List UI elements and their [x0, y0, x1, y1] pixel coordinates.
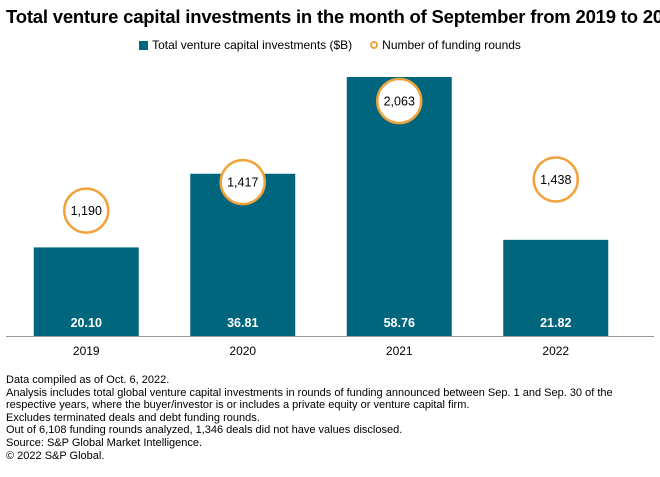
footnote-analysis: Analysis includes total global venture c…: [6, 386, 613, 412]
footnotes: Data compiled as of Oct. 6, 2022. Analys…: [6, 374, 656, 462]
bar-2019: [33, 247, 139, 336]
x-tick-label-2021: 2021: [386, 344, 413, 358]
rounds-label-2019: 1,190: [71, 204, 102, 218]
rounds-label-2020: 1,417: [227, 176, 258, 190]
footnote-copyright: © 2022 S&P Global.: [6, 449, 105, 462]
legend: Total venture capital investments ($B) N…: [0, 38, 660, 52]
rounds-marker-2019: [63, 187, 110, 234]
rounds-marker-2022: [532, 156, 579, 203]
bar-chart: 20.10 1,190 2019 36.81 1,417 2020 58.76 2,063 20…: [6, 77, 654, 358]
x-tick-label-2019: 2019: [73, 344, 100, 358]
bar-value-label-2022: 21.82: [540, 316, 571, 330]
rounds-label-2021: 2,063: [384, 95, 415, 109]
bar-value-label-2021: 58.76: [384, 316, 415, 330]
bar-value-label-2019: 20.10: [71, 316, 102, 330]
rounds-marker-2021: [376, 77, 423, 125]
footnote-compiled: Data compiled as of Oct. 6, 2022.: [6, 374, 170, 386]
footnote-excludes: Excludes terminated deals and debt fundi…: [6, 411, 260, 424]
x-tick-label-2020: 2020: [229, 344, 256, 358]
legend-label-investments: Total venture capital investments ($B): [152, 38, 353, 52]
legend-item-investments: Total venture capital investments ($B): [139, 38, 352, 52]
bar-2022: [503, 239, 609, 336]
legend-item-rounds: Number of funding rounds: [370, 38, 521, 52]
x-tick-label-2022: 2022: [542, 344, 569, 358]
rounds-marker-2020: [219, 158, 266, 206]
chart-title: Total venture capital investments in the…: [6, 6, 660, 27]
rounds-label-2022: 1,438: [540, 173, 571, 187]
legend-label-rounds: Number of funding rounds: [382, 38, 521, 52]
legend-swatch-ring: [370, 41, 379, 49]
legend-swatch-bar: [139, 40, 149, 50]
bar-value-label-2020: 36.81: [227, 316, 258, 330]
footnote-undisclosed: Out of 6,108 funding rounds analyzed, 1,…: [6, 424, 403, 437]
footnote-source: Source: S&P Global Market Intelligence.: [6, 436, 203, 449]
